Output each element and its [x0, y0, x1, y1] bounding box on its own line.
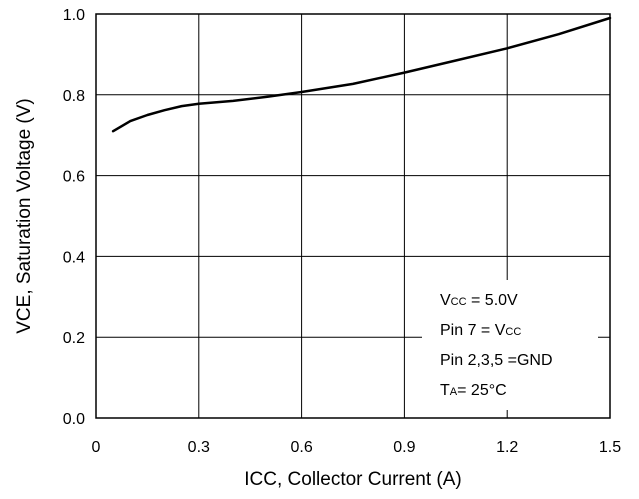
y-tick-label: 0.2 [63, 330, 85, 347]
y-tick-label: 0.0 [63, 411, 85, 428]
annotation-background [422, 280, 598, 410]
grid [96, 14, 610, 418]
x-tick-label: 1.2 [496, 439, 518, 456]
x-tick-label: 0.6 [290, 439, 312, 456]
series-line [111, 16, 612, 133]
y-tick-label: 0.8 [63, 88, 85, 105]
series-group [111, 16, 612, 133]
y-tick-label: 1.0 [63, 7, 85, 24]
x-tick-label: 0.9 [393, 439, 415, 456]
annotation-box: VCC = 5.0V Pin 7 = VCC Pin 2,3,5 =GND TA= 2… [422, 280, 598, 410]
y-axis-label: VCE, Saturation Voltage (V) [14, 98, 35, 334]
annotation-line: TA= 25°C [440, 382, 507, 399]
x-tick-label: 1.5 [599, 439, 621, 456]
y-tick-label: 0.6 [63, 169, 85, 186]
y-tick-labels: 0.0 0.2 0.4 0.6 0.8 1.0 [63, 7, 85, 428]
plot-frame [95, 13, 611, 419]
annotation-line: Pin 7 = VCC [440, 322, 521, 339]
annotation-line: Pin 2,3,5 =GND [440, 352, 553, 369]
annotation-line: VCC = 5.0V [440, 292, 518, 309]
x-tick-label: 0 [92, 439, 101, 456]
x-axis-label: ICC, Collector Current (A) [244, 469, 462, 490]
y-tick-label: 0.4 [63, 249, 85, 266]
x-tick-label: 0.3 [188, 439, 210, 456]
x-tick-labels: 0 0.3 0.6 0.9 1.2 1.5 [92, 439, 622, 456]
